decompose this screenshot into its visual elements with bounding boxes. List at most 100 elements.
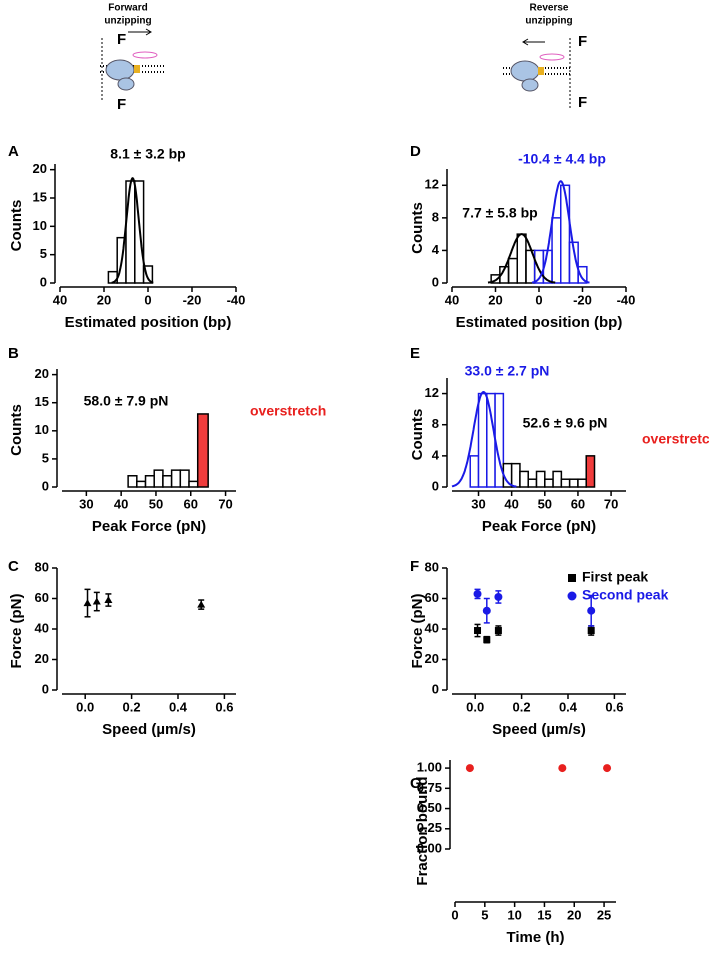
bar [469,455,480,488]
rna [132,51,158,59]
bar [577,478,587,488]
y-tick-label: 20 [425,651,439,666]
fit-curve [111,177,154,284]
y-tick-label: 80 [425,559,439,574]
x-tick-label: 40 [53,292,67,307]
y-tick-label: 0.50 [417,800,442,815]
x-tick-label: 0.4 [559,699,578,714]
y-axis-label: Counts [409,202,426,254]
y-axis-label: Force (pN) [8,593,25,668]
panel-letter: F [410,558,419,575]
bar [535,470,546,488]
x-tick-label: 0 [144,292,151,307]
bar [552,470,563,488]
x-tick-label: 50 [149,496,163,511]
y-tick-label: 8 [432,209,439,224]
y-tick-label: 0.00 [417,840,442,855]
x-tick-label: -20 [183,292,202,307]
x-tick-label: 0 [535,292,542,307]
panel-letter: D [410,143,421,160]
annotation: 7.7 ± 5.8 bp [462,205,537,221]
x-tick-label: 60 [571,496,585,511]
arrow-head [145,28,152,36]
x-tick-label: 0.2 [123,699,141,714]
x-tick-label: -20 [573,292,592,307]
panel-letter: B [8,345,19,362]
x-axis-label: Peak Force (pN) [92,518,206,535]
panel-letter: E [410,345,420,362]
y-tick-label: 4 [432,242,440,257]
bar [544,478,554,488]
x-tick-label: 30 [79,496,93,511]
bar [568,241,579,284]
y-tick-label: 0 [432,274,439,289]
y-tick-label: 60 [35,590,49,605]
y-tick-label: 20 [35,366,49,381]
arrow-head [522,38,529,46]
bar [179,469,190,488]
point [465,764,474,773]
point [197,600,206,608]
panel-letter: A [8,143,19,160]
protein [105,59,135,81]
point [494,627,502,635]
x-tick-label: 15 [537,907,551,922]
y-tick-label: 40 [425,620,439,635]
bar [516,233,527,284]
protein [521,78,539,92]
bar [486,392,496,488]
panel-letter: C [8,558,19,575]
y-tick-label: 12 [425,385,439,400]
bar [507,257,518,284]
rna [539,53,565,61]
annotation: 8.1 ± 3.2 bp [110,146,185,162]
schematic-title: Reverse [530,3,569,14]
x-tick-label: 0.2 [513,699,531,714]
annotation: 33.0 ± 2.7 pN [465,363,550,379]
forward-schematic: Forward unzipping F F [100,3,165,113]
point [104,596,113,604]
bar [153,469,164,488]
y-tick-label: 10 [33,218,47,233]
y-tick-label: 0 [40,274,47,289]
y-tick-label: 5 [40,246,47,261]
bar [560,478,571,488]
point [474,627,482,635]
panel-letter: G [410,775,422,792]
bar [519,470,529,488]
y-tick-label: 80 [35,559,49,574]
y-tick-label: 10 [35,422,49,437]
schematic-title: Forward [108,3,147,14]
x-tick-label: 40 [445,292,459,307]
legend-marker [567,591,577,601]
y-tick-label: 0 [432,681,439,696]
protein [510,60,540,82]
fit-curve [451,390,517,488]
x-axis-label: Speed (µm/s) [492,721,586,738]
force-label: F [117,96,126,113]
bar [136,480,147,488]
annotation: -10.4 ± 4.4 bp [518,151,606,167]
point [603,764,612,773]
y-tick-label: 20 [35,651,49,666]
bar [144,475,155,488]
legend-label: First peak [582,569,648,585]
point [92,597,101,605]
annotation: 58.0 ± 7.9 pN [84,393,169,409]
x-axis-label: Time (h) [506,929,564,946]
x-axis-label: Estimated position (bp) [456,314,623,331]
bar [127,475,138,488]
point [483,636,491,644]
bar [510,462,521,488]
bar [585,455,596,488]
x-tick-label: 0 [451,907,458,922]
x-tick-label: -40 [617,292,636,307]
bar [568,478,579,488]
x-axis-label: Estimated position (bp) [65,314,232,331]
fit-curve [531,180,590,284]
x-tick-label: 30 [471,496,485,511]
bar [196,413,209,488]
force-label: F [578,94,587,111]
y-axis-label: Counts [8,404,25,456]
x-tick-label: 0.4 [169,699,188,714]
